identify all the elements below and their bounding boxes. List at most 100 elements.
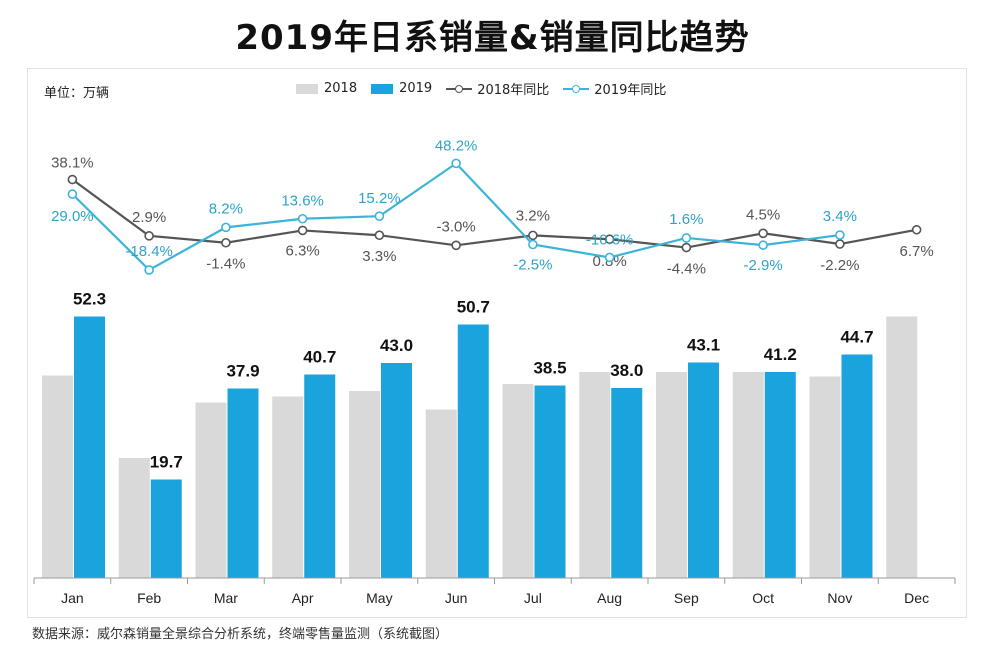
line-2018-yoy-label-feb: 2.9%: [132, 209, 166, 226]
bar-2019-label-aug: 38.0: [610, 361, 643, 380]
bar-2019-label-apr: 40.7: [303, 348, 336, 367]
legend-label-2018: 2018: [324, 81, 358, 96]
line-2019-yoy-point-aug: [604, 252, 615, 263]
line-2019-yoy-label-nov: 3.4%: [823, 208, 857, 225]
bar-2019-label-oct: 41.2: [764, 345, 797, 364]
line-2019-yoy-point-feb: [144, 265, 154, 275]
line-2018-yoy-point-dec: [911, 224, 922, 235]
line-2018-yoy-label-oct: 4.5%: [746, 206, 780, 223]
line-2018-yoy-label-mar: -1.4%: [206, 256, 245, 273]
bar-2019-nov: [841, 354, 873, 578]
x-tick-label-feb: Feb: [137, 590, 161, 606]
line-2018-yoy: [71, 178, 917, 249]
legend-swatch-2019: [371, 83, 394, 94]
legend: 2018 2019 2018年同比 2019年同比: [296, 79, 680, 98]
line-2019-yoy-label-aug: -10.6%: [586, 231, 634, 248]
x-tick-label-oct: Oct: [752, 590, 774, 606]
unit-label: 单位：万辆: [44, 86, 110, 101]
line-2018-yoy-point-sep: [681, 242, 692, 253]
bar-2018-may: [349, 391, 380, 578]
bar-2019-aug: [611, 388, 643, 578]
legend-item-2019: 2019: [371, 81, 432, 96]
line-2018-yoy-point-feb: [144, 231, 154, 241]
bar-2019-label-jan: 52.3: [73, 290, 106, 309]
bar-2019-sep: [688, 362, 719, 578]
x-tick-label-sep: Sep: [674, 590, 699, 606]
x-tick-label-jan: Jan: [61, 590, 84, 606]
bar-2018-apr: [272, 396, 304, 578]
line-2019-yoy-label-may: 15.2%: [358, 190, 401, 207]
line-2019-yoy: [71, 161, 841, 272]
legend-label-line-2019: 2019年同比: [594, 83, 667, 98]
bar-2019-label-jul: 38.5: [533, 359, 566, 378]
x-tick-label-aug: Aug: [597, 590, 622, 606]
line-2018-yoy-point-may: [374, 230, 385, 241]
line-2019-yoy-point-sep: [681, 233, 692, 243]
bar-2018-sep: [656, 372, 687, 578]
line-2018-yoy-point-jun: [451, 240, 461, 251]
bar-2019-label-mar: 37.9: [226, 362, 259, 381]
x-tick-label-mar: Mar: [214, 590, 238, 606]
bar-2019-label-jun: 50.7: [457, 298, 490, 317]
line-2019-yoy-label-jun: 48.2%: [435, 137, 478, 154]
legend-item-2018: 2018: [296, 81, 357, 96]
line-2018-yoy-point-oct: [758, 228, 768, 239]
line-2018-yoy-point-mar: [221, 237, 231, 248]
bar-2019-mar: [227, 388, 259, 578]
legend-line-2018-icon: [446, 83, 473, 95]
line-2019-yoy-point-mar: [221, 222, 231, 233]
bar-2018-jun: [425, 409, 457, 578]
bar-2019-label-nov: 44.7: [840, 328, 873, 347]
bar-2019-label-sep: 43.1: [687, 336, 720, 355]
line-2018-yoy-label-jul: 3.2%: [516, 207, 550, 224]
x-tick-label-dec: Dec: [904, 590, 929, 606]
legend-item-line-2018: 2018年同比: [446, 79, 549, 98]
line-2019-yoy-label-feb: -18.4%: [125, 243, 173, 260]
line-2019-yoy-label-jul: -2.5%: [513, 257, 552, 274]
line-2018-yoy-point-nov: [835, 239, 845, 249]
bar-2018-oct: [732, 372, 764, 578]
line-2018-yoy-point-jul: [528, 230, 538, 241]
line-2018-yoy-point-apr: [297, 225, 308, 236]
line-2018-yoy-label-jun: -3.0%: [437, 218, 476, 235]
x-tick-label-apr: Apr: [292, 590, 314, 606]
bar-2019-jul: [534, 385, 566, 578]
x-tick-label-jul: Jul: [524, 590, 542, 606]
bar-2019-oct: [764, 372, 796, 578]
legend-swatch-2018: [296, 83, 318, 94]
legend-line-2019-icon: [563, 83, 590, 95]
bar-2019-feb: [150, 479, 182, 578]
line-2018-yoy-point-jan: [67, 174, 78, 185]
bar-2019-label-feb: 19.7: [150, 453, 183, 472]
bar-2019-apr: [304, 374, 336, 578]
bar-2019-may: [381, 363, 412, 578]
line-2019-yoy-label-jan: 29.0%: [51, 208, 94, 225]
x-tick-label-may: May: [366, 590, 392, 606]
bar-2018-jan: [42, 375, 73, 578]
bar-2018-jul: [502, 384, 534, 578]
line-2018-yoy-label-dec: 6.7%: [900, 243, 934, 260]
line-2018-yoy-label-jan: 38.1%: [51, 155, 94, 172]
legend-item-line-2019: 2019年同比: [563, 79, 666, 98]
legend-label-2019: 2019: [399, 81, 433, 96]
bar-2018-dec: [886, 316, 918, 578]
line-2019-yoy-point-oct: [758, 240, 768, 250]
line-2019-yoy-point-may: [374, 211, 385, 221]
line-2019-yoy-point-jan: [67, 189, 78, 199]
line-2019-yoy-point-nov: [835, 230, 845, 240]
line-2018-yoy-point-aug: [604, 234, 615, 245]
bar-2019-label-may: 43.0: [380, 336, 413, 355]
chart-title: 2019年日系销量&销量同比趋势: [235, 18, 750, 58]
line-2019-yoy-label-mar: 8.2%: [209, 200, 243, 217]
bar-2018-mar: [195, 402, 227, 578]
line-2018-yoy-label-nov: -2.2%: [820, 257, 859, 274]
x-tick-label-jun: Jun: [445, 590, 468, 606]
line-2019-yoy-label-apr: 13.6%: [281, 193, 324, 210]
line-2018-yoy-label-may: 3.3%: [362, 248, 396, 265]
line-2019-yoy-point-jul: [528, 239, 538, 250]
line-2019-yoy-label-oct: -2.9%: [744, 257, 783, 274]
line-2019-yoy-label-sep: 1.6%: [669, 211, 703, 228]
legend-label-line-2018: 2018年同比: [477, 83, 550, 98]
bar-2018-nov: [809, 376, 841, 578]
